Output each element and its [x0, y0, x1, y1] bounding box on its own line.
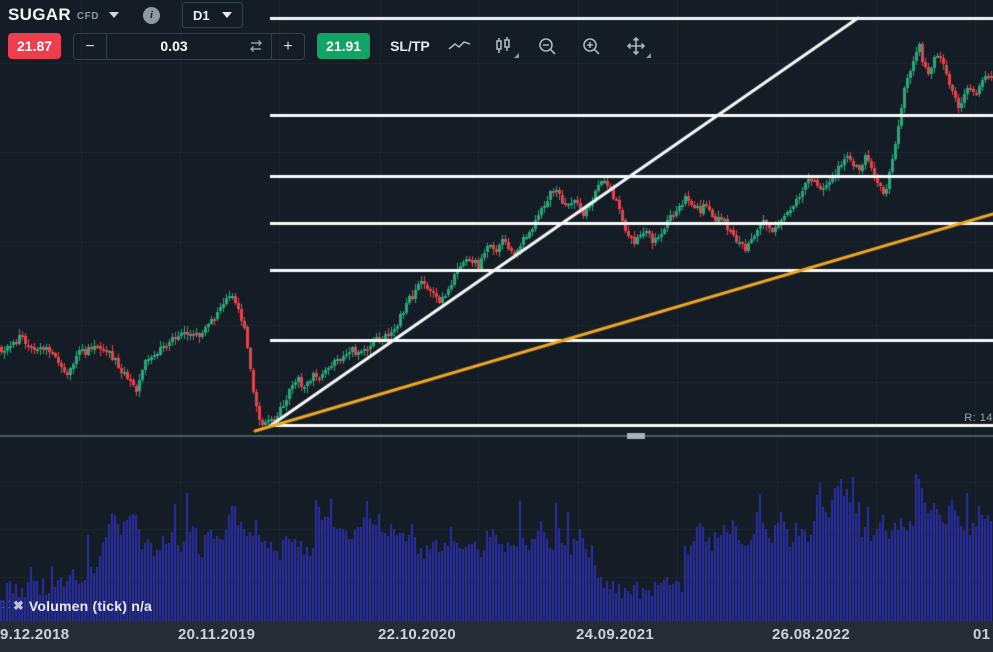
- swap-arrows-icon: [250, 40, 263, 52]
- level-price-label: R: 14: [964, 412, 993, 424]
- increase-size-button[interactable]: +: [283, 37, 293, 55]
- timeframe-value: D1: [192, 7, 210, 23]
- order-size-value[interactable]: 0.03: [160, 38, 188, 54]
- info-icon[interactable]: i: [142, 6, 160, 24]
- x-axis-label: 22.10.2020: [378, 626, 457, 643]
- instrument-name: SUGAR: [8, 5, 71, 24]
- chevron-down-icon[interactable]: [108, 12, 119, 18]
- chevron-down-icon: [221, 12, 232, 18]
- drag-handle-icon[interactable]: ⸬: [2, 600, 10, 611]
- instrument-header: SUGAR CFD i D1: [8, 2, 243, 28]
- zoom-in-icon[interactable]: [578, 34, 606, 58]
- x-axis-label: 20.11.2019: [178, 626, 256, 643]
- buy-price-button[interactable]: 21.91: [317, 33, 371, 59]
- separator: [106, 33, 108, 59]
- decrease-size-button[interactable]: −: [85, 37, 95, 55]
- close-icon[interactable]: ✖: [13, 598, 24, 613]
- x-axis-label: 24.09.2021: [576, 626, 655, 643]
- x-axis: 9.12.2018 20.11.2019 22.10.2020 24.09.2021 2…: [0, 626, 993, 652]
- sltp-button[interactable]: SL/TP: [390, 38, 430, 54]
- chevron-corner-icon: [645, 53, 651, 58]
- separator: [271, 33, 273, 59]
- move-icon[interactable]: [622, 34, 651, 58]
- sell-price-button[interactable]: 21.87: [8, 33, 62, 59]
- x-axis-label: 26.08.2022: [772, 626, 851, 643]
- volume-indicator-label: Volumen (tick) n/a: [28, 598, 153, 614]
- volume-indicator-row: ⸬ ✖ Volumen (tick) n/a: [2, 598, 152, 614]
- toggle-units-icon[interactable]: [241, 39, 271, 53]
- market-type-label: CFD: [76, 10, 99, 22]
- candlestick-icon[interactable]: [490, 34, 519, 58]
- order-size-box: − 0.03 +: [73, 32, 306, 60]
- timeframe-selector[interactable]: D1: [181, 2, 243, 28]
- zoom-out-icon[interactable]: [534, 34, 562, 58]
- chevron-corner-icon: [513, 53, 519, 58]
- line-chart-icon[interactable]: [446, 34, 474, 58]
- x-axis-label: 01: [973, 626, 991, 643]
- order-toolbar: 21.87 − 0.03 + 21.91 SL/TP: [8, 32, 651, 60]
- x-axis-label: 9.12.2018: [0, 626, 70, 643]
